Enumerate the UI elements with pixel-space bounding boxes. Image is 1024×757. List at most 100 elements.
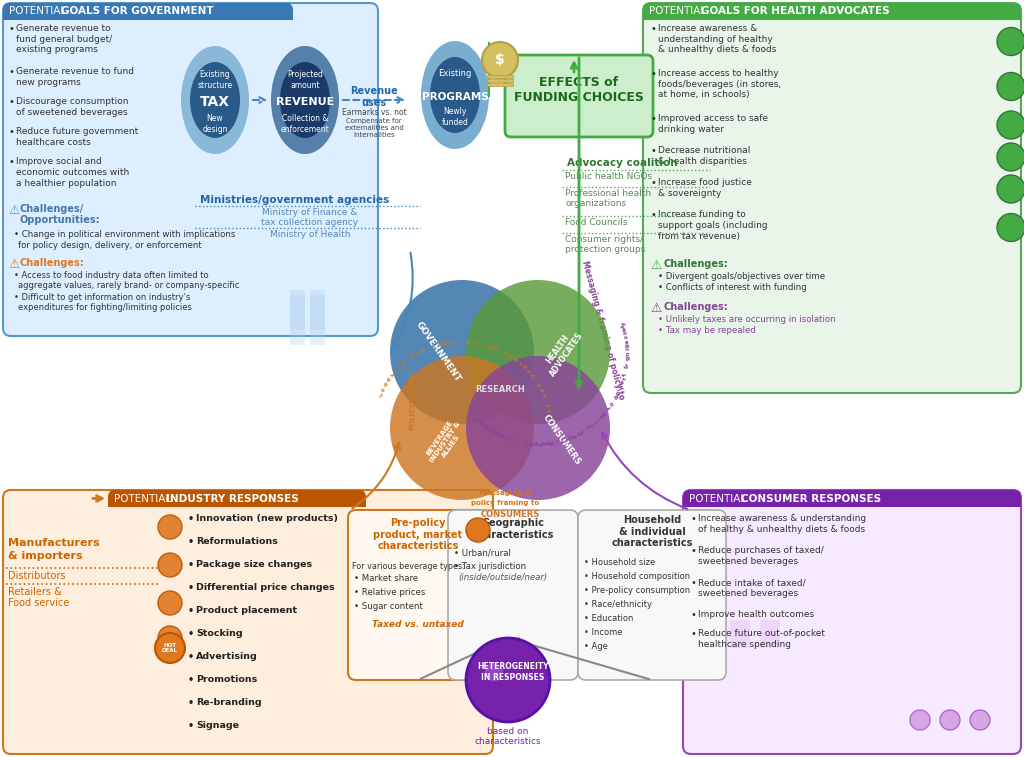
- Text: g: g: [401, 358, 408, 365]
- Text: •: •: [650, 69, 656, 79]
- Bar: [108, 498, 366, 507]
- Circle shape: [466, 638, 550, 722]
- Text: r: r: [622, 375, 627, 380]
- Text: O: O: [567, 432, 574, 439]
- Text: f: f: [623, 372, 628, 375]
- Text: Existing
structure: Existing structure: [198, 70, 232, 89]
- Text: •: •: [188, 652, 195, 662]
- Text: o: o: [380, 386, 386, 391]
- Text: $: $: [496, 53, 505, 67]
- Text: l: l: [456, 338, 458, 343]
- Text: TAX: TAX: [200, 95, 230, 109]
- Text: Re-branding: Re-branding: [196, 698, 261, 707]
- Text: • Sugar content: • Sugar content: [354, 602, 423, 611]
- Text: o: o: [487, 341, 493, 347]
- Bar: [310, 290, 325, 330]
- Text: Ministries/government agencies: Ministries/government agencies: [201, 195, 389, 205]
- Text: M: M: [546, 438, 552, 444]
- Text: A: A: [542, 439, 547, 444]
- Text: Reduce future out-of-pocket
healthcare spending: Reduce future out-of-pocket healthcare s…: [698, 629, 825, 649]
- Text: •: •: [650, 178, 656, 188]
- Text: • Education: • Education: [584, 614, 634, 623]
- Text: GOALS FOR HEALTH ADVOCATES: GOALS FOR HEALTH ADVOCATES: [701, 7, 890, 17]
- Text: s: s: [624, 335, 630, 340]
- Text: e: e: [623, 326, 628, 332]
- Text: POTENTIAL: POTENTIAL: [9, 7, 70, 17]
- Text: n: n: [397, 363, 403, 369]
- FancyBboxPatch shape: [449, 510, 578, 680]
- FancyBboxPatch shape: [348, 510, 488, 680]
- Text: expenditures for fighting/limiting policies: expenditures for fighting/limiting polic…: [18, 303, 191, 312]
- Text: Ministry of Finance &
tax collection agency: Ministry of Finance & tax collection age…: [261, 208, 358, 227]
- Text: n: n: [521, 363, 527, 369]
- Text: GOVERNMENT: GOVERNMENT: [414, 320, 462, 384]
- Text: &: &: [624, 363, 630, 369]
- Text: Compensate for
externalities and
internalities: Compensate for externalities and interna…: [345, 118, 403, 138]
- Text: Public health NGOs: Public health NGOs: [565, 172, 652, 181]
- Circle shape: [997, 143, 1024, 171]
- Text: Innovation (new products): Innovation (new products): [196, 514, 338, 523]
- Text: L: L: [378, 391, 384, 397]
- Text: Improved access to safe
drinking water: Improved access to safe drinking water: [658, 114, 768, 134]
- Text: •: •: [690, 578, 696, 588]
- Text: INDUSTRY RESPONSES: INDUSTRY RESPONSES: [166, 494, 299, 503]
- Text: Revenue
uses: Revenue uses: [350, 86, 398, 107]
- Bar: [760, 620, 780, 648]
- Text: •: •: [188, 583, 195, 593]
- Text: •: •: [188, 560, 195, 570]
- Text: Taxed vs. untaxed: Taxed vs. untaxed: [372, 620, 464, 629]
- Text: HEALTH
ADVOCATES: HEALTH ADVOCATES: [540, 326, 585, 378]
- Text: o: o: [546, 408, 551, 413]
- Bar: [643, 11, 1021, 20]
- Circle shape: [997, 213, 1024, 241]
- Text: •: •: [188, 675, 195, 685]
- Bar: [487, 79, 513, 82]
- Text: • Unlikely taxes are occurring in isolation: • Unlikely taxes are occurring in isolat…: [658, 315, 836, 324]
- Circle shape: [158, 515, 182, 539]
- Text: a: a: [538, 386, 544, 391]
- Text: POTENTIAL: POTENTIAL: [689, 494, 750, 503]
- Text: •: •: [650, 114, 656, 124]
- Text: Pre-policy
product, market
characteristics: Pre-policy product, market characteristi…: [374, 518, 463, 551]
- Text: i: i: [483, 341, 486, 346]
- Text: CONSUMERS: CONSUMERS: [542, 413, 583, 467]
- Text: Collection &
enforcement: Collection & enforcement: [281, 114, 330, 134]
- Text: Reduce purchases of taxed/
sweetened beverages: Reduce purchases of taxed/ sweetened bev…: [698, 546, 823, 565]
- Text: g: g: [508, 352, 514, 358]
- Text: Y: Y: [551, 438, 556, 444]
- Text: •: •: [650, 24, 656, 34]
- Text: t: t: [529, 372, 535, 377]
- Text: a: a: [625, 339, 630, 344]
- Text: Promotions: Promotions: [196, 675, 257, 684]
- Text: M: M: [621, 322, 628, 329]
- Text: • Tax may be repealed: • Tax may be repealed: [658, 326, 756, 335]
- Text: •: •: [188, 537, 195, 547]
- Bar: [3, 11, 293, 20]
- Text: •: •: [8, 157, 14, 167]
- Circle shape: [390, 356, 534, 500]
- FancyBboxPatch shape: [683, 490, 1021, 754]
- Text: Existing: Existing: [438, 68, 472, 77]
- Text: Newly
funded: Newly funded: [441, 107, 468, 126]
- Text: Household
& individual
characteristics: Household & individual characteristics: [611, 515, 692, 548]
- Text: CONSUMER RESPONSES: CONSUMER RESPONSES: [741, 494, 881, 503]
- Text: S: S: [524, 438, 529, 444]
- Text: • Conflicts of interest with funding: • Conflicts of interest with funding: [658, 283, 807, 292]
- Circle shape: [997, 27, 1024, 55]
- Text: aggregate values, rarely brand- or company-specific: aggregate values, rarely brand- or compa…: [18, 281, 240, 290]
- Text: POLICYMAKERS: POLICYMAKERS: [409, 369, 415, 431]
- Bar: [290, 290, 305, 330]
- Text: Advertising: Advertising: [196, 652, 258, 661]
- Bar: [487, 75, 513, 78]
- Text: Food service: Food service: [8, 598, 70, 608]
- Text: GOALS FOR GOVERNMENT: GOALS FOR GOVERNMENT: [61, 7, 214, 17]
- Text: t: t: [544, 403, 550, 407]
- Text: Reduce future government
healthcare costs: Reduce future government healthcare cost…: [16, 127, 138, 147]
- Text: i: i: [593, 419, 598, 424]
- Text: b: b: [386, 375, 392, 382]
- Text: •: •: [188, 629, 195, 639]
- Bar: [310, 295, 325, 345]
- FancyBboxPatch shape: [683, 490, 1021, 507]
- Text: S: S: [494, 428, 500, 435]
- Text: S: S: [475, 416, 481, 422]
